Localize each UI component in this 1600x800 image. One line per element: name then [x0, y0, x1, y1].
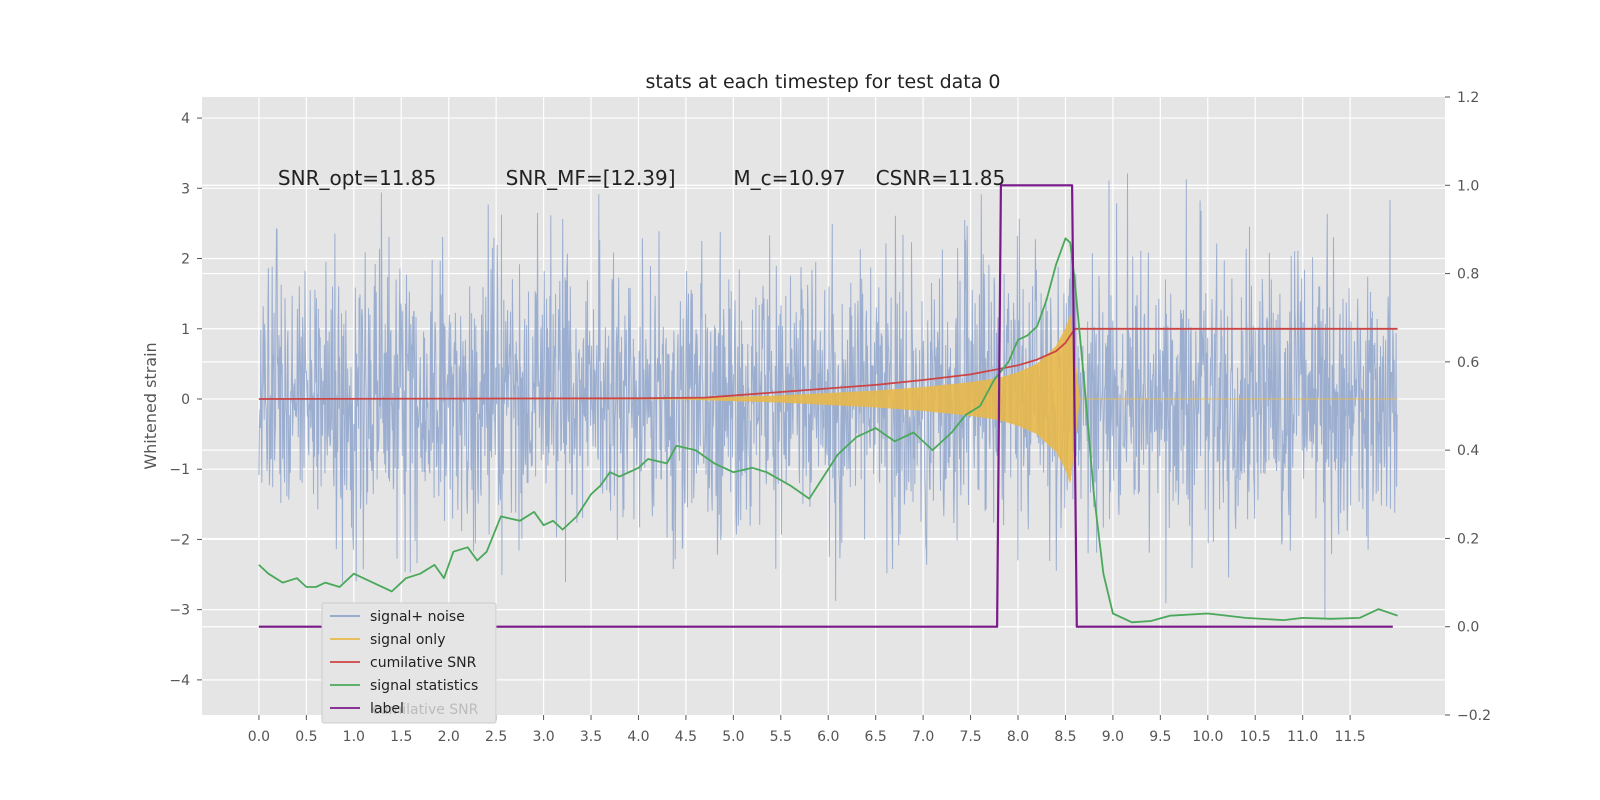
x-tick-label: 6.5 — [865, 729, 887, 745]
x-tick-label: 6.0 — [817, 729, 839, 745]
x-tick-label: 3.0 — [532, 729, 554, 745]
annotation-text: SNR_opt=11.85 — [278, 166, 436, 190]
x-tick-label: 5.5 — [770, 729, 792, 745]
x-tick-label: 1.5 — [390, 729, 412, 745]
legend-box — [321, 602, 497, 724]
noise-layer — [258, 173, 1398, 620]
x-tick-label: 2.5 — [485, 729, 507, 745]
y-tick-label: 1 — [181, 322, 190, 338]
x-tick-label: 5.0 — [722, 729, 744, 745]
y2-tick-label: −0.2 — [1457, 708, 1491, 724]
x-tick-label: 8.5 — [1054, 729, 1076, 745]
cumulative-snr-line — [258, 327, 1398, 400]
ghost-legend-text: cumilative SNR — [372, 702, 479, 718]
y-tick-label: −4 — [169, 673, 190, 689]
label-line — [258, 184, 1393, 628]
x-tick-label: 9.0 — [1102, 729, 1124, 745]
x-tick-label: 11.5 — [1335, 729, 1366, 745]
x-tick-label: 2.0 — [438, 729, 460, 745]
x-tick-label: 4.0 — [627, 729, 649, 745]
annotation-text: CSNR=11.85 — [876, 166, 1006, 190]
y2-tick-label: 0.0 — [1457, 620, 1479, 636]
legend-items: signal+ noise signal only cumilative SNR si… — [330, 609, 478, 717]
y-tick-label: 3 — [181, 181, 190, 197]
y-tick-label: 0 — [181, 392, 190, 408]
x-tick-label: 7.0 — [912, 729, 934, 745]
annotation-layer: SNR_opt=11.85 SNR_MF=[12.39] M_c=10.97 CSNR… — [278, 166, 1005, 190]
signal-statistics-line — [258, 237, 1398, 624]
y-tick-label: 4 — [181, 111, 190, 127]
x-tick-label: 7.5 — [959, 729, 981, 745]
annotation-text: M_c=10.97 — [733, 166, 845, 190]
x-tick-label: 4.5 — [675, 729, 697, 745]
x-tick-label: 8.0 — [1007, 729, 1029, 745]
chart-title: stats at each timestep for test data 0 — [645, 71, 1000, 93]
x-tick-label: 10.5 — [1240, 729, 1271, 745]
x-tick-label: 11.0 — [1287, 729, 1318, 745]
legend-label: cumilative SNR — [370, 655, 477, 671]
legend-label: signal statistics — [370, 678, 478, 694]
legend-label: signal+ noise — [370, 609, 465, 625]
x-tick-label: 0.0 — [248, 729, 270, 745]
y-tick-label: −1 — [169, 462, 190, 478]
x-tick-label: 10.0 — [1192, 729, 1223, 745]
x-tick-label: 9.5 — [1149, 729, 1171, 745]
x-tick-label: 3.5 — [580, 729, 602, 745]
y-tick-label: 2 — [181, 252, 190, 268]
y2-tick-label: 0.4 — [1457, 443, 1479, 459]
signal-noise-line — [258, 173, 1398, 620]
y-tick-label: −2 — [169, 532, 190, 548]
axes-layer: 0.0 0.5 1.0 1.5 2.0 2.5 3.0 3.5 4.0 4.5 5.0 5.5 6.0 6… — [169, 90, 1491, 745]
lines-layer — [258, 184, 1398, 628]
legend: cumilative SNR signal+ noise signal only c… — [321, 602, 497, 724]
legend-label: label — [370, 701, 404, 717]
legend-label: signal only — [370, 632, 445, 648]
y2-tick-label: 1.2 — [1457, 90, 1479, 106]
x-tick-label: 0.5 — [295, 729, 317, 745]
y-tick-label: −3 — [169, 603, 190, 619]
x-tick-label: 1.0 — [343, 729, 365, 745]
y2-tick-label: 1.0 — [1457, 178, 1479, 194]
y2-tick-label: 0.8 — [1457, 267, 1479, 283]
y2-tick-label: 0.2 — [1457, 531, 1479, 547]
y2-tick-label: 0.6 — [1457, 355, 1479, 371]
y-axis-title: Whitened strain — [141, 342, 160, 469]
annotation-text: SNR_MF=[12.39] — [506, 166, 676, 190]
